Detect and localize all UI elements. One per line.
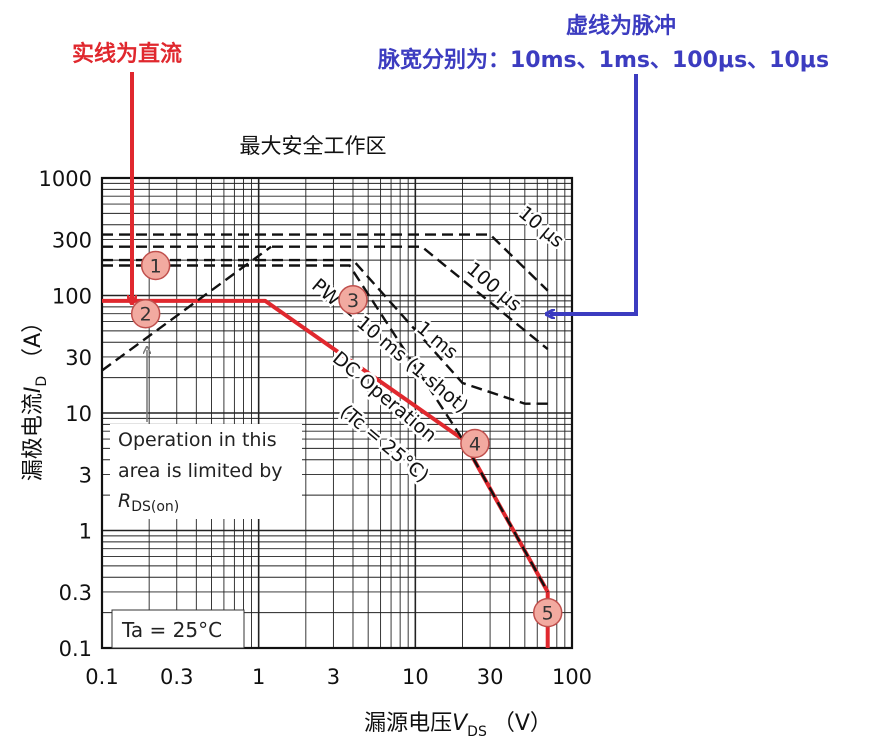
x-tick-label: 0.1	[85, 665, 118, 689]
y-axis-label-sub: D	[34, 376, 50, 387]
label-10us-group: 10 µs	[511, 199, 570, 254]
ta-label: Ta = 25°C	[121, 618, 222, 642]
x-tick-label: 0.3	[160, 665, 193, 689]
rds-note-box	[110, 424, 302, 519]
marker-5-circle	[532, 597, 563, 628]
y-tick-label: 300	[52, 228, 92, 252]
series-line-1	[101, 245, 272, 372]
series-line-5	[102, 233, 549, 292]
marker-3-circle	[338, 285, 368, 315]
plot-frame	[100, 176, 574, 650]
chart-grid	[101, 178, 572, 649]
y-axis-label-prefix: 漏极电流	[21, 393, 46, 481]
y-tick-label: 30	[65, 346, 92, 370]
y-tick-label: 0.1	[59, 637, 92, 661]
ta-box	[111, 609, 245, 649]
x-axis-label-unit: （V）	[493, 711, 552, 736]
x-axis-label-sub: DS	[467, 724, 487, 740]
x-tick-label: 3	[327, 665, 340, 689]
rds-note-line3: RDS(on)	[118, 490, 179, 515]
marker-1-label: 1	[150, 256, 162, 278]
chart-title: 最大安全工作区	[240, 134, 387, 158]
series-line-2	[102, 264, 549, 593]
pulse-annotation-widths: 脉宽分别为：10ms、1ms、100μs、10μs	[378, 48, 830, 73]
marker-2-circle	[130, 298, 161, 329]
y-tick-label: 1000	[39, 167, 92, 191]
marker-1-circle	[140, 250, 171, 281]
marker-3-label: 3	[347, 290, 359, 312]
rds-note-sub: DS(on)	[131, 499, 179, 515]
markers: 1 2 3 4 5	[130, 250, 563, 628]
y-axis-label-unit: （A）	[21, 311, 46, 370]
series-line-3	[102, 258, 548, 405]
marker-4-circle	[460, 428, 490, 459]
marker-4-label: 4	[469, 434, 481, 456]
x-tick-label: 100	[552, 665, 592, 689]
y-axis-ticks: 0.1 0.3 1 3 10 30 100 300 1000	[39, 167, 92, 661]
pulse-annotation-title: 虚线为脉冲	[566, 14, 677, 39]
marker-5-label: 5	[542, 603, 554, 625]
x-tick-label: 30	[477, 665, 504, 689]
x-axis-label-var: V	[452, 711, 469, 736]
marker-2-label: 2	[140, 304, 152, 326]
x-axis-ticks: 0.1 0.3 1 3 10 30 100	[85, 665, 592, 689]
y-tick-label: 10	[65, 402, 92, 426]
y-axis-label-var: I	[21, 387, 46, 394]
x-axis-label: 漏源电压VDS （V）	[364, 711, 552, 740]
rds-note-var: R	[118, 490, 131, 512]
x-axis-label-prefix: 漏源电压	[364, 711, 452, 736]
y-tick-label: 100	[52, 285, 92, 309]
y-tick-label: 1	[79, 520, 92, 544]
y-tick-label: 0.3	[59, 581, 92, 605]
rds-note-line1: Operation in this	[118, 429, 277, 451]
label-10us: 10 µs	[514, 202, 568, 252]
dc-annotation: 实线为直流	[72, 42, 183, 67]
pulse-annotation-arrow	[550, 74, 638, 314]
x-tick-label: 10	[402, 665, 429, 689]
series-line-4	[102, 245, 549, 351]
y-tick-label: 3	[79, 463, 92, 487]
rds-note-line2: area is limited by	[118, 460, 283, 482]
plot-border	[100, 176, 574, 650]
x-tick-label: 1	[252, 665, 265, 689]
y-axis-label: 漏极电流ID （A）	[21, 311, 50, 481]
